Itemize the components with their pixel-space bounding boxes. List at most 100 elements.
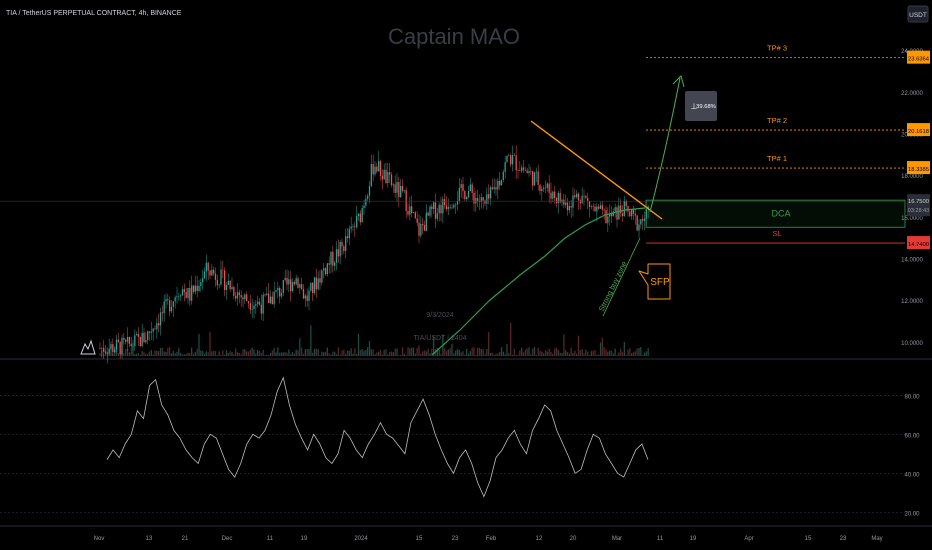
volume-bar [167,347,169,356]
candle-body [515,155,517,171]
level-price-tag [907,123,930,137]
candle-body [504,162,506,172]
volume-bar [570,347,572,356]
rsi-tick-label: 60.00 [904,433,920,439]
candle-body [378,161,380,172]
volume-bar [255,353,257,356]
candle-body [601,205,603,210]
candle-body [200,282,202,286]
time-tick-label: 11 [657,536,664,542]
volume-bar [453,353,455,356]
price-tick-label: 16.0000 [901,216,923,222]
volume-bar [519,350,521,356]
volume-bar [126,349,129,356]
volume-bar [363,350,365,356]
volume-bar [456,348,459,356]
volume-bar [522,352,525,356]
volume-bar [488,332,490,356]
volume-bar [533,347,536,356]
volume-bar [383,350,385,356]
volume-bar [359,350,361,356]
projection-arrow [649,77,681,213]
candle-body [341,241,343,247]
volume-bar [192,353,195,356]
candle-body [528,171,530,174]
level-label: TP# 3 [767,44,787,53]
sfp-label: SFP [650,277,670,288]
volume-bar [390,351,393,356]
volume-bar [264,354,266,356]
candle-body [247,301,250,304]
candle-body [502,171,504,180]
candle-body [557,192,559,204]
volume-bar [493,354,495,356]
volume-bar [233,354,235,356]
volume-bar [227,353,229,356]
candle-body [317,278,319,290]
volume-bar [640,347,642,356]
currency-badge[interactable]: USDT [907,5,929,23]
candle-body [189,287,191,301]
volume-bar [458,349,460,356]
candle-body [471,184,473,193]
candle-body [473,192,475,204]
candle-body [482,197,484,201]
volume-bar [585,349,587,356]
candle-body [552,191,554,199]
volume-bar [409,348,411,356]
candle-body [420,223,422,236]
volume-bar [334,351,336,356]
volume-bar [385,349,387,356]
volume-bar [548,348,550,356]
trade-levels: TP# 3 23.6364 TP# 2 20.1618 TP# 1 18.3385 SL 14… [0,44,930,250]
candle-body [194,285,196,292]
candle-body [464,191,466,200]
candle-body [603,209,605,211]
candle-body [409,206,411,215]
volume-bar [189,353,191,356]
volume-bar [629,348,631,356]
candle-body [117,339,119,342]
volume-bar [427,348,429,356]
candle-body [295,278,297,285]
volume-bar [313,348,316,356]
candle-body [585,195,587,198]
candle-body [134,335,136,346]
candle-body [643,218,646,221]
candle-body [181,289,184,296]
volume-bars [99,322,649,356]
candle-body [115,339,118,350]
candle-body [233,287,235,296]
candle-body [579,200,581,204]
candle-body [467,190,470,198]
candle-body [407,211,409,215]
candle-body [616,207,618,220]
volume-bar [196,348,198,356]
volume-bar [543,353,545,356]
candle-body [596,206,598,212]
time-axis[interactable]: Nov 13 21 Dec 11 19 2024 15 23 Feb 12 20 Mar 11 19 Apr 1… [94,536,883,542]
candle-body [574,195,576,198]
candle-body [422,223,424,226]
volume-bar [647,348,649,356]
candle-body [403,190,405,191]
volume-bar [466,348,468,356]
candle-body [158,323,160,326]
volume-bar [123,352,125,356]
candle-body [488,194,490,199]
candle-body [387,172,389,184]
candle-body [530,171,532,172]
volume-bar [636,348,638,356]
volume-bar [323,352,325,356]
candle-body [469,184,471,191]
candle-body [583,195,585,197]
candle-body [374,166,376,175]
volume-bar [539,350,541,356]
volume-bar [106,347,108,356]
volume-bar [440,353,442,356]
volume-bar [249,349,251,356]
volume-bar [341,350,343,356]
tradingview-logo-icon[interactable] [80,339,96,355]
volume-bar [324,351,327,356]
